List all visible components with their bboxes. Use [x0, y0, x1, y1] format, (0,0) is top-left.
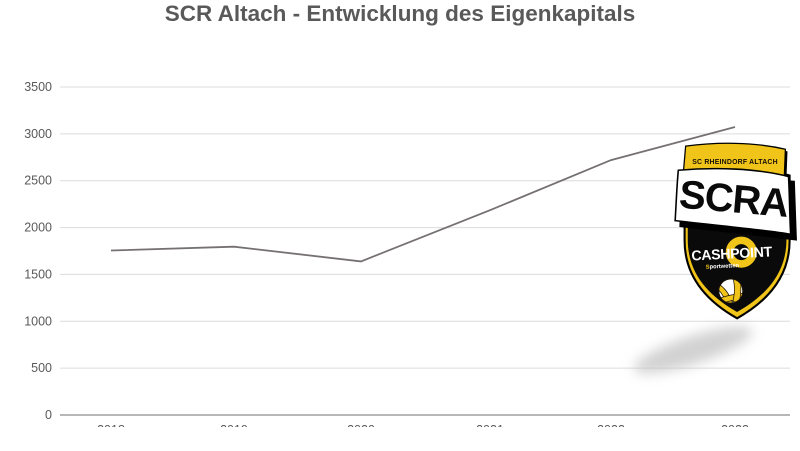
svg-text:2020: 2020 — [347, 423, 375, 427]
svg-text:2500: 2500 — [24, 174, 52, 188]
svg-text:2021: 2021 — [476, 423, 504, 427]
svg-text:0: 0 — [45, 408, 52, 422]
svg-text:500: 500 — [31, 361, 52, 375]
svg-text:2022: 2022 — [597, 423, 625, 427]
svg-text:3500: 3500 — [24, 80, 52, 94]
svg-text:3000: 3000 — [24, 127, 52, 141]
svg-text:2018: 2018 — [97, 423, 125, 427]
svg-text:2000: 2000 — [24, 221, 52, 235]
svg-text:1500: 1500 — [24, 267, 52, 281]
svg-text:2023: 2023 — [721, 423, 749, 427]
svg-text:1000: 1000 — [24, 314, 52, 328]
svg-text:2019: 2019 — [220, 423, 248, 427]
svg-text:SC RHEINDORF ALTACH: SC RHEINDORF ALTACH — [692, 159, 778, 166]
